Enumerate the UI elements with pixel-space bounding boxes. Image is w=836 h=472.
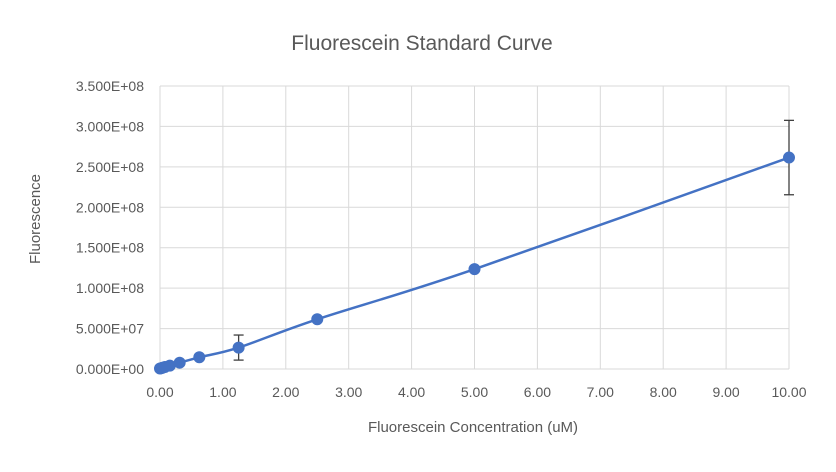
data-point [163,359,176,372]
y-tick-label: 3.000E+08 [76,118,144,134]
x-tick-label: 3.00 [335,384,362,400]
x-tick-label: 8.00 [650,384,677,400]
y-tick-label: 2.000E+08 [76,199,144,215]
series-layer [154,119,795,375]
data-point [173,356,186,369]
x-tick-label: 2.00 [272,384,299,400]
data-point [193,351,206,364]
x-tick-label: 7.00 [587,384,614,400]
y-tick-label: 1.000E+08 [76,280,144,296]
y-tick-label: 0.000E+00 [76,361,144,377]
data-point [311,313,324,326]
data-point [783,151,795,164]
x-tick-label: 0.00 [146,384,173,400]
grid-lines [159,85,790,370]
y-tick-label: 1.500E+08 [76,240,144,256]
data-point [468,263,481,276]
x-tick-label: 6.00 [524,384,551,400]
y-axis-label: Fluorescence [27,174,44,264]
x-tick-label: 9.00 [712,384,739,400]
x-tick-label: 10.00 [771,384,806,400]
y-tick-label: 5.000E+07 [76,321,144,337]
y-tick-label: 3.500E+08 [76,78,144,94]
data-point [232,341,245,354]
y-tick-label: 2.500E+08 [76,159,144,175]
x-tick-label: 4.00 [398,384,425,400]
x-tick-label: 5.00 [461,384,488,400]
chart-title: Fluorescein Standard Curve [291,32,552,55]
x-axis-label: Fluorescein Concentration (uM) [368,419,578,436]
x-tick-label: 1.00 [209,384,236,400]
tick-labels: 0.00 1.00 2.00 3.00 4.00 5.00 6.00 7.00 8.00 9.00… [76,78,807,400]
